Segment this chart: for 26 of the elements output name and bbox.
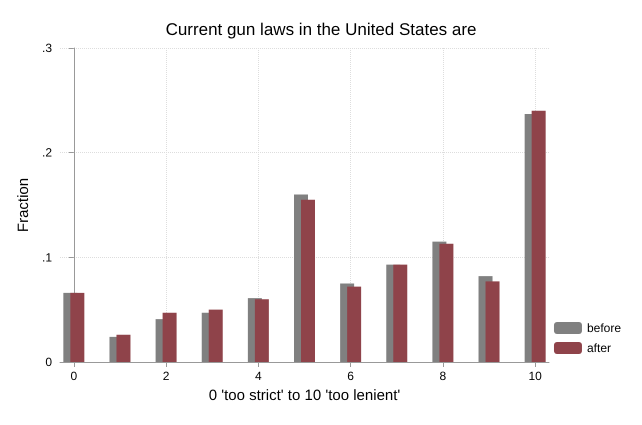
- y-tick-label: .1: [42, 250, 52, 264]
- x-tick-label: 8: [440, 369, 447, 383]
- bar: [162, 312, 177, 362]
- bar: [208, 310, 223, 362]
- x-tick-label: 6: [347, 369, 354, 383]
- bar: [301, 200, 315, 362]
- y-axis-title: Fraction: [15, 178, 32, 232]
- bar: [532, 110, 546, 362]
- legend-label: after: [586, 341, 611, 355]
- x-tick-label: 10: [528, 369, 542, 383]
- bar: [116, 334, 130, 362]
- bar: [486, 281, 500, 362]
- bar: [254, 299, 269, 362]
- bar: [70, 292, 84, 362]
- legend-label: before: [586, 321, 622, 335]
- y-tick-label: .3: [42, 41, 52, 55]
- chart-title: Current gun laws in the United States are: [166, 20, 476, 39]
- bar: [393, 264, 408, 362]
- x-tick-label: 4: [255, 369, 262, 383]
- bar: [439, 244, 454, 362]
- y-tick-label: .2: [42, 146, 52, 160]
- x-tick-label: 0: [70, 369, 78, 383]
- x-axis-title: 0 'too strict' to 10 'too lenient': [208, 387, 400, 404]
- x-tick-label: 2: [162, 369, 170, 383]
- bar: [347, 286, 362, 362]
- y-tick-label: 0: [45, 355, 52, 369]
